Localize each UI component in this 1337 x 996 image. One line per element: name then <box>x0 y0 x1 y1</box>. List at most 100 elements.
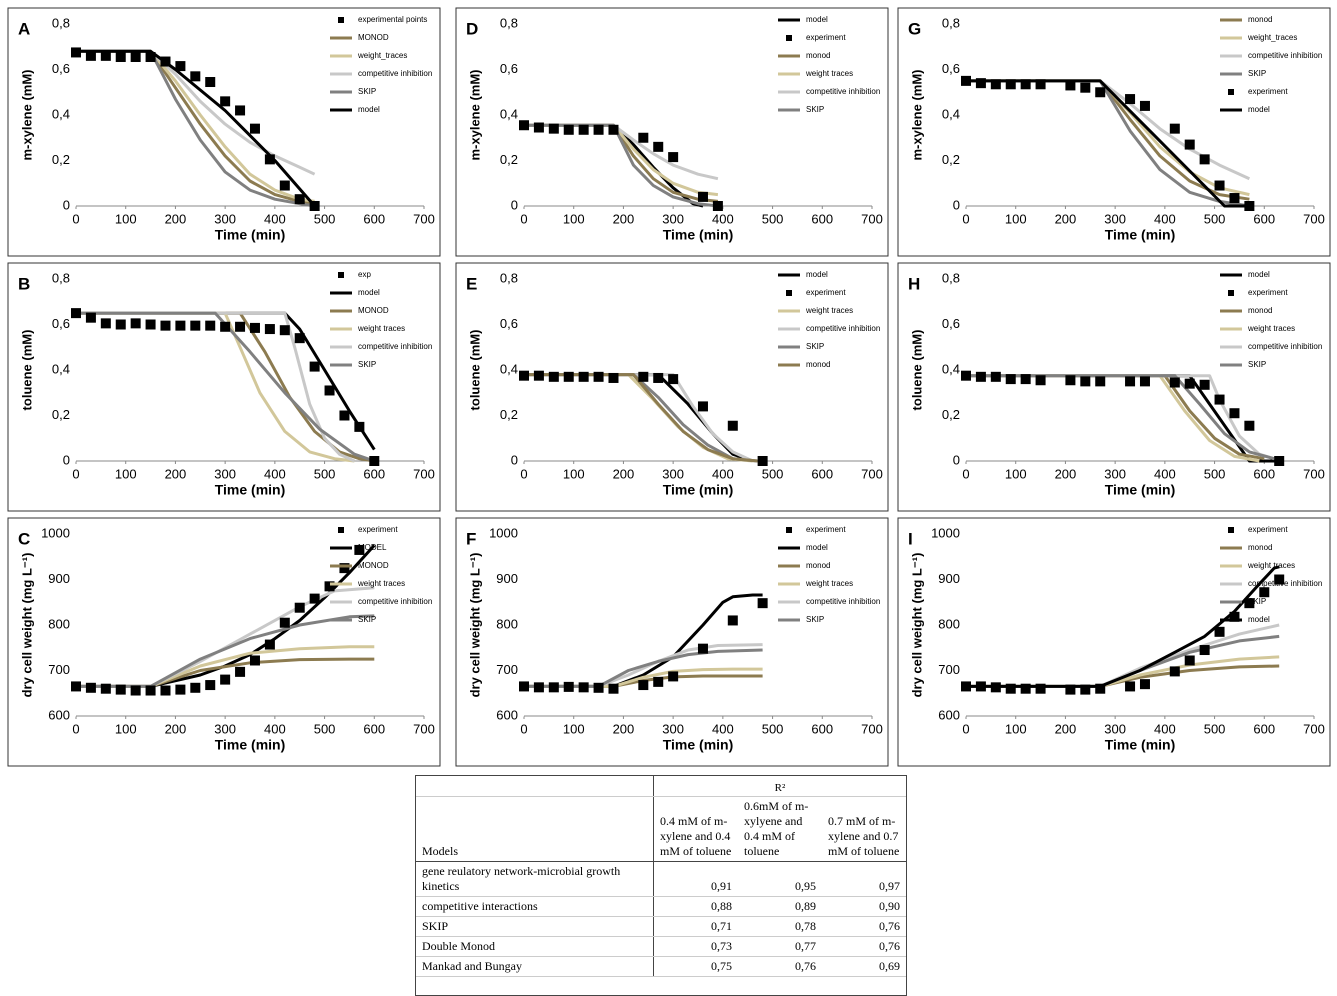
data-point <box>975 78 986 89</box>
y-tick-label: 800 <box>496 616 518 631</box>
y-tick-label: 900 <box>496 571 518 586</box>
data-point <box>264 324 275 335</box>
data-point <box>235 105 246 116</box>
x-axis-label: Time (min) <box>663 737 734 753</box>
x-tick-label: 300 <box>214 721 236 736</box>
x-tick-label: 500 <box>1204 211 1226 226</box>
panel-frame <box>7 262 441 512</box>
data-point <box>145 319 156 330</box>
data-point <box>1274 574 1285 585</box>
data-point <box>757 456 768 466</box>
x-tick-label: 200 <box>165 466 187 481</box>
data-point <box>175 320 186 331</box>
y-tick-label: 0,8 <box>500 270 518 285</box>
panel: E 0 100 200 300 400 500 600 700 0 0,2 0,4 0,6 0,8 Time… <box>455 262 889 512</box>
x-tick-label: 300 <box>1104 211 1126 226</box>
data-point <box>961 75 971 86</box>
y-tick-label: 0,2 <box>942 407 960 422</box>
table-value: 0,78 <box>738 916 822 937</box>
x-tick-label: 300 <box>214 466 236 481</box>
x-tick-label: 100 <box>115 721 137 736</box>
data-point <box>578 682 589 693</box>
data-point <box>71 47 81 58</box>
legend-label: SKIP <box>358 360 376 369</box>
panel-label: I <box>908 529 913 548</box>
legend-label: SKIP <box>1248 597 1266 606</box>
legend-label: weight traces <box>357 579 405 588</box>
data-point <box>1080 376 1091 387</box>
x-tick-label: 400 <box>1154 466 1176 481</box>
data-point <box>160 320 171 331</box>
data-point <box>130 51 141 62</box>
legend-label: competitive inhibition <box>358 69 432 78</box>
table-value: 0,73 <box>653 936 738 957</box>
panel: D 0 100 200 300 400 500 600 700 0 0,2 0,4 0,6 0,8 Time… <box>455 7 889 257</box>
data-point <box>115 684 126 695</box>
table-model: Double Monod <box>416 936 654 957</box>
panel: B 0 100 200 300 400 500 600 700 0 0,2 0,4 0,6 0,8 Time… <box>7 262 441 512</box>
table: R² Models 0.4 mM of m-xylene and 0.4 mM of… <box>416 776 906 977</box>
data-point <box>205 680 216 691</box>
x-tick-label: 700 <box>1303 721 1325 736</box>
y-tick-label: 700 <box>48 662 70 677</box>
data-point <box>1274 456 1285 466</box>
panel: C 0 100 200 300 400 500 600 700 600 700 800 900 1000 T… <box>7 517 441 767</box>
data-point <box>668 152 679 163</box>
data-point <box>1035 683 1046 694</box>
x-tick-label: 300 <box>1104 466 1126 481</box>
data-point <box>264 639 275 650</box>
data-point <box>1005 683 1016 694</box>
data-point <box>563 371 574 382</box>
table-model: Mankad and Bungay <box>416 956 654 977</box>
legend-label: weight traces <box>357 324 405 333</box>
legend-label: monod <box>1248 15 1272 24</box>
y-tick-label: 800 <box>938 616 960 631</box>
table-value: 0,88 <box>653 896 738 917</box>
data-point <box>727 420 738 431</box>
table-column-header: 0.4 mM of m-xylene and 0.4 mM of toluene <box>653 796 738 862</box>
legend-label: SKIP <box>806 105 824 114</box>
x-axis-label: Time (min) <box>215 737 286 753</box>
data-point <box>533 682 544 693</box>
panel-frame <box>455 7 889 257</box>
y-tick-label: 0 <box>953 197 960 212</box>
legend-label: SKIP <box>806 615 824 624</box>
x-tick-label: 200 <box>613 721 635 736</box>
y-tick-label: 900 <box>48 571 70 586</box>
panel-label: G <box>908 19 921 38</box>
x-axis-label: Time (min) <box>215 482 286 498</box>
data-point <box>205 77 216 88</box>
x-tick-label: 600 <box>363 211 385 226</box>
data-point <box>1244 420 1255 431</box>
y-axis-label: toluene (mM) <box>19 330 34 411</box>
data-point <box>1199 154 1210 165</box>
series-line <box>76 49 315 203</box>
x-tick-label: 700 <box>861 211 883 226</box>
y-tick-label: 0,8 <box>942 15 960 30</box>
data-point <box>548 371 559 382</box>
y-tick-label: 700 <box>496 662 518 677</box>
y-axis-label: dry cell weight (mg L⁻¹) <box>467 553 482 698</box>
y-tick-label: 0,2 <box>500 407 518 422</box>
legend-label: experiment <box>1248 288 1288 297</box>
y-tick-label: 0,2 <box>52 407 70 422</box>
x-tick-label: 600 <box>1253 721 1275 736</box>
data-point <box>1244 598 1255 609</box>
legend-label: monod <box>806 51 830 60</box>
data-point <box>1005 79 1016 90</box>
y-tick-label: 600 <box>48 707 70 722</box>
data-point <box>608 124 619 135</box>
data-point <box>175 684 186 695</box>
y-tick-label: 0,2 <box>52 152 70 167</box>
data-point <box>697 643 708 654</box>
data-point <box>1169 123 1180 134</box>
data-point <box>961 370 971 381</box>
legend-label: weight traces <box>805 306 853 315</box>
panel-label: F <box>466 529 476 548</box>
data-point <box>1229 193 1240 204</box>
x-tick-label: 600 <box>363 466 385 481</box>
data-point <box>145 51 156 62</box>
x-axis-label: Time (min) <box>1105 482 1176 498</box>
data-point <box>961 681 971 692</box>
